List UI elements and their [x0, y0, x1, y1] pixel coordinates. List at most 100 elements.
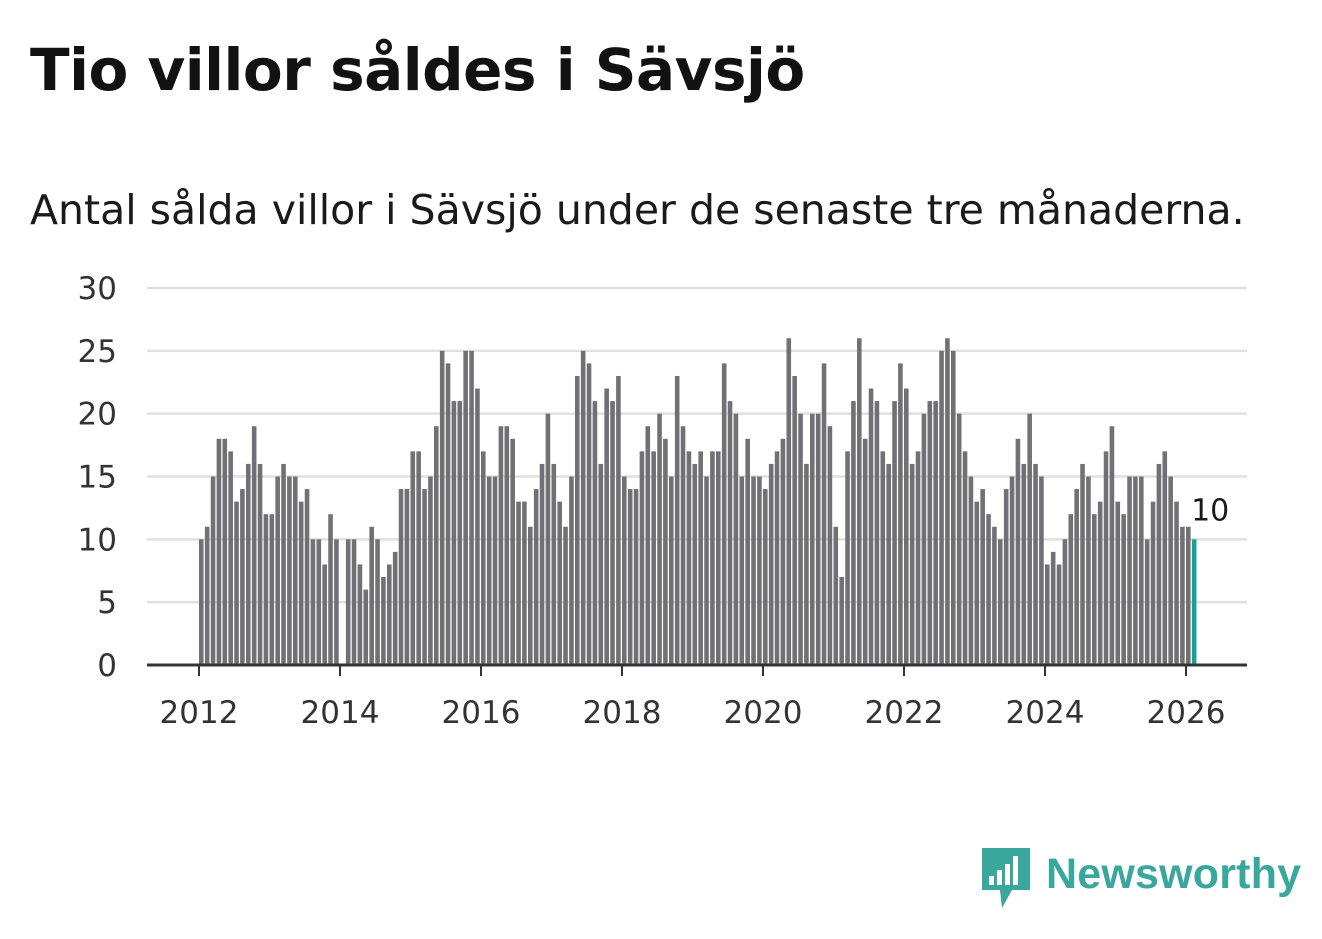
bar[interactable]	[1144, 539, 1150, 665]
bar[interactable]	[774, 451, 780, 665]
bar[interactable]	[1097, 501, 1103, 665]
bar[interactable]	[304, 489, 310, 665]
bar[interactable]	[1021, 463, 1027, 665]
bar[interactable]	[439, 350, 445, 665]
bar[interactable]	[199, 539, 204, 665]
bar[interactable]	[434, 426, 439, 665]
bar[interactable]	[604, 388, 609, 665]
bar[interactable]	[1186, 526, 1191, 665]
bar[interactable]	[986, 514, 991, 665]
bar[interactable]	[680, 426, 686, 665]
bar[interactable]	[451, 401, 457, 665]
bar[interactable]	[522, 501, 527, 665]
bar[interactable]	[998, 539, 1003, 665]
bar[interactable]	[868, 388, 874, 665]
bar[interactable]	[404, 489, 410, 665]
bar[interactable]	[1180, 526, 1185, 665]
bar[interactable]	[622, 476, 627, 666]
bar[interactable]	[410, 451, 416, 665]
bar[interactable]	[586, 363, 592, 665]
bar[interactable]	[939, 350, 944, 665]
bar[interactable]	[874, 401, 880, 665]
bar[interactable]	[698, 451, 703, 665]
bar[interactable]	[915, 451, 921, 665]
bar[interactable]	[1150, 501, 1156, 665]
bar[interactable]	[951, 350, 956, 665]
bar[interactable]	[1062, 539, 1068, 665]
bar[interactable]	[580, 350, 586, 665]
bar[interactable]	[886, 463, 891, 665]
bar[interactable]	[287, 476, 292, 666]
bar[interactable]	[375, 539, 380, 665]
bar[interactable]	[475, 388, 480, 665]
bar[interactable]	[1056, 564, 1062, 665]
bar[interactable]	[1039, 476, 1044, 666]
bar[interactable]	[269, 514, 275, 665]
bar[interactable]	[821, 363, 827, 665]
bar[interactable]	[927, 401, 933, 665]
bar[interactable]	[369, 526, 374, 665]
bar[interactable]	[674, 375, 680, 665]
bar[interactable]	[968, 476, 974, 666]
bar[interactable]	[545, 413, 551, 665]
bar[interactable]	[1086, 476, 1091, 666]
bar[interactable]	[1156, 463, 1162, 665]
bar[interactable]	[510, 438, 515, 665]
bar[interactable]	[727, 401, 733, 665]
bar[interactable]	[251, 426, 257, 665]
bar-highlight[interactable]	[1191, 539, 1197, 665]
bar[interactable]	[669, 476, 674, 666]
bar[interactable]	[204, 526, 210, 665]
bar[interactable]	[763, 489, 768, 665]
bar[interactable]	[639, 451, 645, 665]
bar[interactable]	[563, 526, 568, 665]
bar[interactable]	[1050, 551, 1056, 665]
bar[interactable]	[551, 463, 557, 665]
bar[interactable]	[557, 501, 562, 665]
bar[interactable]	[351, 539, 357, 665]
bar[interactable]	[257, 463, 263, 665]
bar[interactable]	[898, 363, 903, 665]
bar[interactable]	[1109, 426, 1115, 665]
bar[interactable]	[416, 451, 421, 665]
bar[interactable]	[334, 539, 339, 665]
bar[interactable]	[486, 476, 492, 666]
bar[interactable]	[909, 463, 915, 665]
bar[interactable]	[845, 451, 850, 665]
bar[interactable]	[1168, 476, 1173, 666]
bar[interactable]	[592, 401, 598, 665]
bar[interactable]	[1027, 413, 1032, 665]
bar[interactable]	[880, 451, 886, 665]
newsworthy-logo[interactable]: Newsworthy	[980, 846, 1301, 910]
bar[interactable]	[240, 489, 245, 665]
bar[interactable]	[651, 451, 656, 665]
bar[interactable]	[780, 438, 786, 665]
bar[interactable]	[1080, 463, 1085, 665]
bar[interactable]	[851, 401, 856, 665]
bar[interactable]	[533, 489, 539, 665]
bar[interactable]	[992, 526, 997, 665]
bar[interactable]	[392, 551, 398, 665]
bar[interactable]	[322, 564, 327, 665]
bar[interactable]	[751, 476, 756, 666]
bar[interactable]	[504, 426, 510, 665]
bar[interactable]	[263, 514, 269, 665]
bar[interactable]	[616, 375, 621, 665]
bar[interactable]	[892, 401, 897, 665]
bar[interactable]	[1162, 451, 1168, 665]
bar[interactable]	[739, 476, 745, 666]
bar[interactable]	[457, 401, 463, 665]
bar[interactable]	[1174, 501, 1179, 665]
bar[interactable]	[862, 438, 868, 665]
bar[interactable]	[381, 577, 386, 665]
bar[interactable]	[575, 375, 580, 665]
bar[interactable]	[345, 539, 351, 665]
bar[interactable]	[469, 350, 474, 665]
bar[interactable]	[810, 413, 815, 665]
bar[interactable]	[716, 451, 721, 665]
bar[interactable]	[357, 564, 363, 665]
bar[interactable]	[721, 363, 727, 665]
bar[interactable]	[498, 426, 504, 665]
bar[interactable]	[481, 451, 486, 665]
bar[interactable]	[1009, 476, 1015, 666]
